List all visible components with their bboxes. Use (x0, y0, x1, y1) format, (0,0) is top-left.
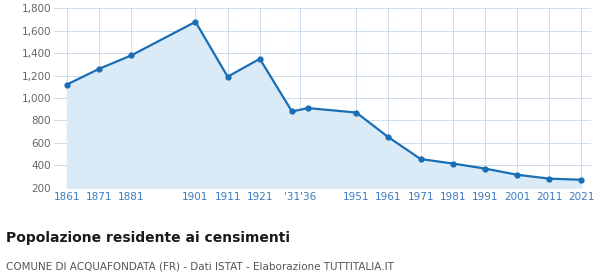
Text: Popolazione residente ai censimenti: Popolazione residente ai censimenti (6, 231, 290, 245)
Text: COMUNE DI ACQUAFONDATA (FR) - Dati ISTAT - Elaborazione TUTTITALIA.IT: COMUNE DI ACQUAFONDATA (FR) - Dati ISTAT… (6, 262, 394, 272)
